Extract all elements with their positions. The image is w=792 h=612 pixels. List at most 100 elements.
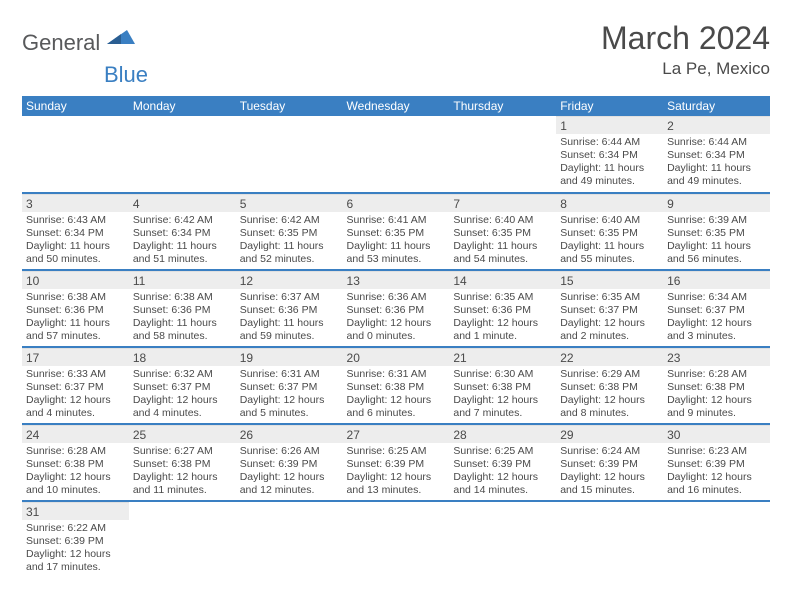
sunrise-line: Sunrise: 6:39 AM [667, 214, 766, 227]
day-data: Sunrise: 6:43 AMSunset: 6:34 PMDaylight:… [22, 212, 129, 269]
day-number: 31 [22, 502, 129, 520]
day-data: Sunrise: 6:41 AMSunset: 6:35 PMDaylight:… [343, 212, 450, 269]
day-data: Sunrise: 6:36 AMSunset: 6:36 PMDaylight:… [343, 289, 450, 346]
sunset-line: Sunset: 6:36 PM [453, 304, 552, 317]
calendar-cell [129, 501, 236, 577]
day-data: Sunrise: 6:44 AMSunset: 6:34 PMDaylight:… [663, 134, 770, 191]
calendar-cell: 16Sunrise: 6:34 AMSunset: 6:37 PMDayligh… [663, 270, 770, 346]
sunset-line: Sunset: 6:38 PM [133, 458, 232, 471]
day-header: Sunday [22, 96, 129, 116]
day-number: 17 [22, 348, 129, 366]
day-number: 16 [663, 271, 770, 289]
day-data: Sunrise: 6:28 AMSunset: 6:38 PMDaylight:… [663, 366, 770, 423]
day-data: Sunrise: 6:32 AMSunset: 6:37 PMDaylight:… [129, 366, 236, 423]
calendar-cell [129, 116, 236, 192]
daylight-line: Daylight: 12 hours and 5 minutes. [240, 394, 339, 420]
sunrise-line: Sunrise: 6:25 AM [453, 445, 552, 458]
sunset-line: Sunset: 6:35 PM [453, 227, 552, 240]
sunset-line: Sunset: 6:34 PM [560, 149, 659, 162]
daylight-line: Daylight: 12 hours and 15 minutes. [560, 471, 659, 497]
daylight-line: Daylight: 11 hours and 54 minutes. [453, 240, 552, 266]
day-data: Sunrise: 6:38 AMSunset: 6:36 PMDaylight:… [129, 289, 236, 346]
sunrise-line: Sunrise: 6:41 AM [347, 214, 446, 227]
sunrise-line: Sunrise: 6:35 AM [453, 291, 552, 304]
daylight-line: Daylight: 12 hours and 4 minutes. [26, 394, 125, 420]
day-number: 28 [449, 425, 556, 443]
day-number: 4 [129, 194, 236, 212]
sunrise-line: Sunrise: 6:26 AM [240, 445, 339, 458]
calendar-cell: 24Sunrise: 6:28 AMSunset: 6:38 PMDayligh… [22, 424, 129, 500]
day-number: 8 [556, 194, 663, 212]
daylight-line: Daylight: 11 hours and 59 minutes. [240, 317, 339, 343]
sunrise-line: Sunrise: 6:28 AM [667, 368, 766, 381]
sunrise-line: Sunrise: 6:29 AM [560, 368, 659, 381]
calendar-cell: 1 Sunrise: 6:44 AMSunset: 6:34 PMDaylight… [556, 116, 663, 192]
sunset-line: Sunset: 6:34 PM [667, 149, 766, 162]
sunset-line: Sunset: 6:36 PM [133, 304, 232, 317]
sunrise-line: Sunrise: 6:44 AM [560, 136, 659, 149]
day-data: Sunrise: 6:31 AMSunset: 6:38 PMDaylight:… [343, 366, 450, 423]
sunset-line: Sunset: 6:34 PM [26, 227, 125, 240]
sunrise-line: Sunrise: 6:24 AM [560, 445, 659, 458]
sunset-line: Sunset: 6:36 PM [26, 304, 125, 317]
sunrise-line: Sunrise: 6:30 AM [453, 368, 552, 381]
sunset-line: Sunset: 6:39 PM [453, 458, 552, 471]
calendar-cell [449, 501, 556, 577]
sunrise-line: Sunrise: 6:42 AM [240, 214, 339, 227]
day-number: 27 [343, 425, 450, 443]
daylight-line: Daylight: 12 hours and 1 minute. [453, 317, 552, 343]
sunrise-line: Sunrise: 6:44 AM [667, 136, 766, 149]
calendar-cell [22, 116, 129, 192]
day-data: Sunrise: 6:39 AMSunset: 6:35 PMDaylight:… [663, 212, 770, 269]
calendar-cell: 27Sunrise: 6:25 AMSunset: 6:39 PMDayligh… [343, 424, 450, 500]
sunset-line: Sunset: 6:39 PM [560, 458, 659, 471]
day-data: Sunrise: 6:40 AMSunset: 6:35 PMDaylight:… [556, 212, 663, 269]
calendar-week-row: 24Sunrise: 6:28 AMSunset: 6:38 PMDayligh… [22, 424, 770, 500]
day-data: Sunrise: 6:27 AMSunset: 6:38 PMDaylight:… [129, 443, 236, 500]
sunrise-line: Sunrise: 6:32 AM [133, 368, 232, 381]
day-number: 20 [343, 348, 450, 366]
calendar-cell: 11Sunrise: 6:38 AMSunset: 6:36 PMDayligh… [129, 270, 236, 346]
sunset-line: Sunset: 6:37 PM [133, 381, 232, 394]
sunrise-line: Sunrise: 6:35 AM [560, 291, 659, 304]
calendar-week-row: 17Sunrise: 6:33 AMSunset: 6:37 PMDayligh… [22, 347, 770, 423]
calendar-cell: 8Sunrise: 6:40 AMSunset: 6:35 PMDaylight… [556, 193, 663, 269]
sunset-line: Sunset: 6:38 PM [667, 381, 766, 394]
day-number: 1 [556, 116, 663, 134]
daylight-line: Daylight: 12 hours and 9 minutes. [667, 394, 766, 420]
day-number: 13 [343, 271, 450, 289]
sunset-line: Sunset: 6:37 PM [240, 381, 339, 394]
daylight-line: Daylight: 11 hours and 50 minutes. [26, 240, 125, 266]
daylight-line: Daylight: 11 hours and 58 minutes. [133, 317, 232, 343]
logo-text-sub: Blue [104, 62, 148, 88]
calendar-week-row: 1Sunrise: 6:44 AMSunset: 6:34 PMDaylight… [22, 116, 770, 192]
sunrise-line: Sunrise: 6:27 AM [133, 445, 232, 458]
calendar-week-row: 10Sunrise: 6:38 AMSunset: 6:36 PMDayligh… [22, 270, 770, 346]
sunrise-line: Sunrise: 6:22 AM [26, 522, 125, 535]
day-data: Sunrise: 6:35 AMSunset: 6:36 PMDaylight:… [449, 289, 556, 346]
sunrise-line: Sunrise: 6:33 AM [26, 368, 125, 381]
day-data: Sunrise: 6:42 AMSunset: 6:34 PMDaylight:… [129, 212, 236, 269]
sunset-line: Sunset: 6:39 PM [240, 458, 339, 471]
day-number: 23 [663, 348, 770, 366]
daylight-line: Daylight: 12 hours and 10 minutes. [26, 471, 125, 497]
daylight-line: Daylight: 11 hours and 56 minutes. [667, 240, 766, 266]
day-data: Sunrise: 6:24 AMSunset: 6:39 PMDaylight:… [556, 443, 663, 500]
day-data: Sunrise: 6:38 AMSunset: 6:36 PMDaylight:… [22, 289, 129, 346]
day-number: 25 [129, 425, 236, 443]
calendar-cell: 3Sunrise: 6:43 AMSunset: 6:34 PMDaylight… [22, 193, 129, 269]
daylight-line: Daylight: 11 hours and 57 minutes. [26, 317, 125, 343]
sunrise-line: Sunrise: 6:31 AM [347, 368, 446, 381]
day-data: Sunrise: 6:30 AMSunset: 6:38 PMDaylight:… [449, 366, 556, 423]
day-number: 14 [449, 271, 556, 289]
day-number: 9 [663, 194, 770, 212]
day-data: Sunrise: 6:42 AMSunset: 6:35 PMDaylight:… [236, 212, 343, 269]
day-header: Friday [556, 96, 663, 116]
day-header: Tuesday [236, 96, 343, 116]
day-number: 6 [343, 194, 450, 212]
calendar-cell: 23Sunrise: 6:28 AMSunset: 6:38 PMDayligh… [663, 347, 770, 423]
daylight-line: Daylight: 11 hours and 49 minutes. [560, 162, 659, 188]
calendar-cell: 7Sunrise: 6:40 AMSunset: 6:35 PMDaylight… [449, 193, 556, 269]
sunset-line: Sunset: 6:38 PM [347, 381, 446, 394]
sunset-line: Sunset: 6:37 PM [560, 304, 659, 317]
